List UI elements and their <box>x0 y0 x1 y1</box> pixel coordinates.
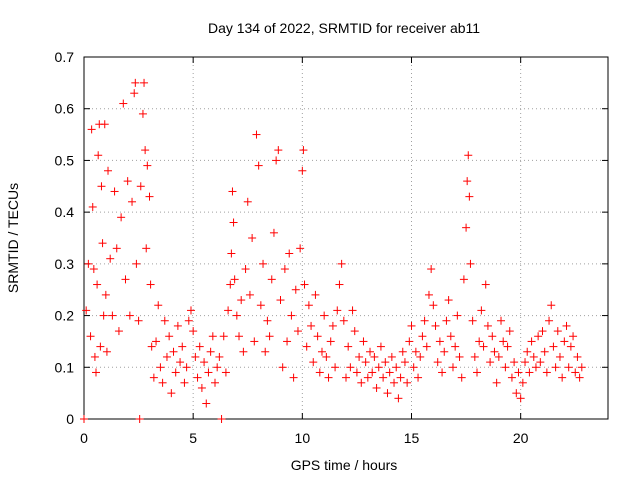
y-tick-label: 0.6 <box>55 101 75 117</box>
x-tick-label: 20 <box>513 430 529 446</box>
y-tick-label: 0 <box>66 411 74 427</box>
y-tick-label: 0.1 <box>55 359 75 375</box>
chart-title: Day 134 of 2022, SRMTID for receiver ab1… <box>208 20 480 36</box>
x-axis-label: GPS time / hours <box>291 457 398 473</box>
y-tick-label: 0.2 <box>55 308 75 324</box>
y-axis-label: SRMTID / TECUs <box>5 183 21 293</box>
y-tick-label: 0.5 <box>55 152 75 168</box>
x-tick-label: 10 <box>295 430 311 446</box>
x-tick-label: 5 <box>189 430 197 446</box>
y-tick-label: 0.3 <box>55 256 75 272</box>
chart-background <box>0 0 640 480</box>
scatter-chart: 0 5 10 15 20 0 0.1 0.2 0.3 0.4 0.5 0.6 0.7 Day 134 o… <box>0 0 640 480</box>
y-tick-label: 0.4 <box>55 204 75 220</box>
x-tick-label: 15 <box>404 430 420 446</box>
x-tick-label: 0 <box>80 430 88 446</box>
y-tick-label: 0.7 <box>55 49 75 65</box>
